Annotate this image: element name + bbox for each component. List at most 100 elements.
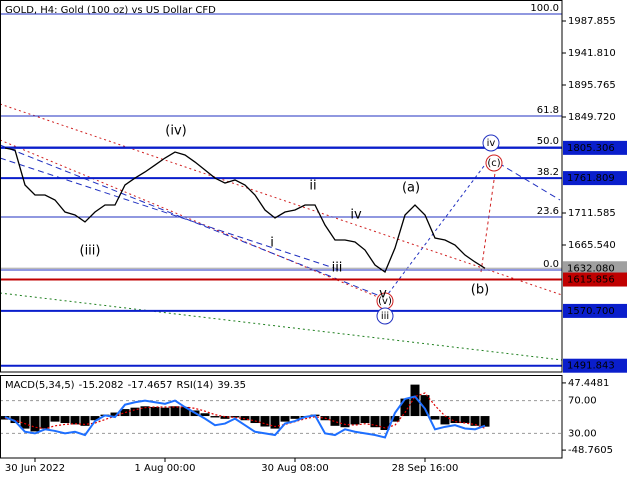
wave-label: v [379,287,387,302]
price-level-label: 1632.080 [567,263,615,274]
x-tick-label: 1 Aug 00:00 [134,463,195,474]
macd-bar [370,416,380,428]
macd-bar [420,395,430,417]
macd-bar [390,416,400,422]
x-tick-label: 30 Aug 08:00 [261,463,328,474]
macd-bar [110,412,120,417]
macd-bar [380,416,390,431]
macd-bar [410,384,420,417]
price-line [4,147,486,273]
macd-bar [350,416,360,425]
macd-bar [60,416,70,424]
trend-line [0,292,563,361]
macd-bar [200,413,210,417]
indicator-header-part: -17.4657 [128,380,173,391]
macd-bar [250,416,260,424]
macd-bar [480,416,490,427]
macd-bar [50,416,60,422]
price-level-label: 1805.306 [567,143,615,154]
y2-tick-label: 30.00 [568,428,597,439]
macd-bar [470,416,480,426]
wave-label: (c) [487,158,500,169]
x-tick-label: 30 Jun 2022 [5,463,65,474]
indicator-header-part: MACD(5,34,5) [5,380,75,391]
wave-circle [376,307,394,325]
fib-label: 38.2 [537,167,559,178]
y-tick-label: 1987.855 [568,16,616,27]
macd-bar [70,416,80,425]
trend-line [0,144,386,299]
signal-line [4,392,486,430]
macd-bar [120,409,130,417]
macd-bar [360,416,370,424]
indicator-header: MACD(5,34,5) -15.2082 -17.4657 RSI(14) 39.35 [5,380,246,391]
macd-bar [30,416,40,432]
indicator-header-part: RSI(14) [177,380,214,391]
fib-label: 50.0 [537,136,559,147]
wave-label: ii [309,179,316,194]
fib-label: 23.6 [537,206,559,217]
macd-bar [160,407,170,417]
y-tick-label: -48.7605 [568,445,613,456]
wave-label: iii [381,311,389,322]
y-tick-label: 1941.810 [568,48,616,59]
price-level-label: 1570.700 [567,306,615,317]
macd-bar [90,416,100,421]
macd-bar [430,416,440,420]
macd-bar [40,416,50,429]
macd-bar [220,416,230,419]
indicator-header-part: -15.2082 [79,380,124,391]
indicator-frame [0,375,563,459]
price-level-label: 1615.856 [567,275,615,286]
trend-line [0,103,563,296]
x-tick-label: 28 Sep 16:00 [392,463,459,474]
y2-tick-label: 70.00 [568,396,597,407]
macd-bar [450,416,460,424]
fib-label: 0.0 [543,259,559,270]
macd-bar [440,416,450,425]
macd-bar [150,406,160,417]
y-tick-label: 1665.540 [568,240,616,251]
wave-label: (v) [378,296,392,307]
macd-bar [80,416,90,426]
price-level-box [563,272,627,287]
macd-bar [210,416,220,418]
macd-bar [400,398,410,417]
y-tick-label: 1895.765 [568,80,616,91]
wave-label: iii [332,261,343,276]
macd-bar [10,416,20,424]
macd-bar [140,406,150,417]
price-level-box [563,303,627,318]
indicator-header-part: 39.35 [217,380,246,391]
macd-bar [170,406,180,417]
price-level-box [563,261,627,276]
price-level-label: 1491.843 [567,361,615,372]
wave-label: iv [350,208,362,223]
chart-title: GOLD, H4: Gold (100 oz) vs US Dollar CFD [5,5,216,16]
macd-bar [240,416,250,421]
wave-circle [485,154,503,172]
plot-layer [0,13,562,439]
macd-bar [340,416,350,428]
macd-bar [230,416,240,418]
wave-label: (b) [471,283,489,298]
y-tick-label: 1849.720 [568,112,616,123]
macd-bar [20,416,30,429]
macd-bar [260,416,270,427]
macd-bar [290,416,300,419]
y-tick-label: 1711.585 [568,208,616,219]
price-level-box [563,171,627,186]
wave-label: (iv) [165,124,186,139]
wave-label: (iii) [80,244,101,259]
macd-bar [270,416,280,429]
macd-bar [280,416,290,422]
macd-bar [180,406,190,417]
main-frame [0,0,563,373]
y-tick-label: 47.4481 [568,378,609,389]
trend-line [384,157,491,299]
macd-bar [130,407,140,417]
macd-bar [460,416,470,424]
price-level-label: 1761.809 [567,173,615,184]
